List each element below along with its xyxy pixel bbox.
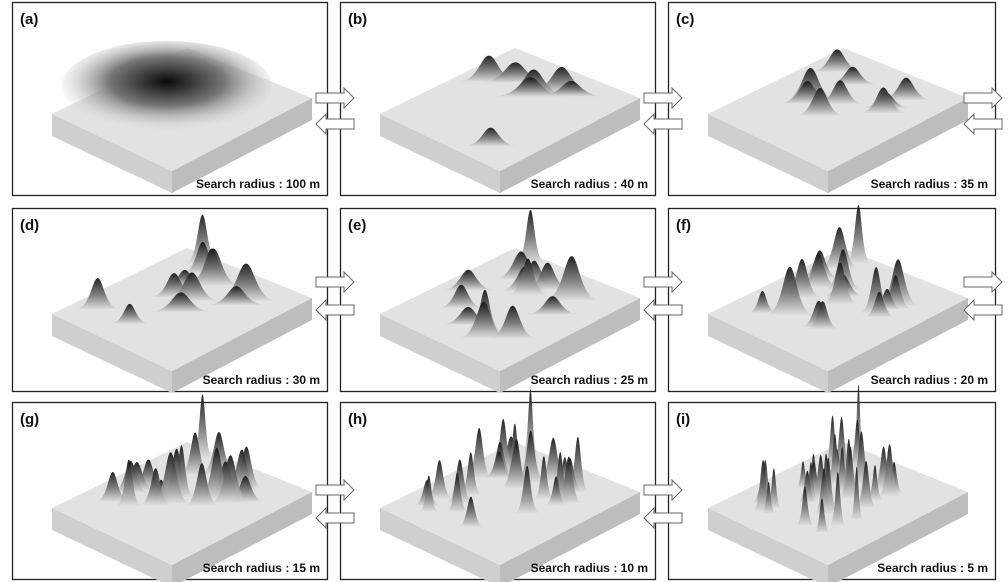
panel-label: (h) xyxy=(348,411,367,428)
panel-caption: Search radius : 20 m xyxy=(871,373,988,387)
panel: (h) Search radius : 10 m xyxy=(341,390,656,582)
panel-caption: Search radius : 100 m xyxy=(196,177,320,191)
figure: (a) Search radius : 100 m (b) Search radius… xyxy=(0,0,1008,582)
panel-label: (d) xyxy=(20,217,39,234)
panel-label: (i) xyxy=(676,411,690,428)
panel-caption: Search radius : 40 m xyxy=(531,177,648,191)
panel-caption: Search radius : 5 m xyxy=(877,561,988,575)
panel-label: (g) xyxy=(20,411,39,428)
panel-label: (f) xyxy=(676,217,691,234)
density-surface xyxy=(62,41,272,131)
panel-caption: Search radius : 30 m xyxy=(203,373,320,387)
panel: (e) Search radius : 25 m xyxy=(341,209,656,394)
panel: (g) Search radius : 15 m xyxy=(13,394,328,582)
panel-caption: Search radius : 25 m xyxy=(531,373,648,387)
panel: (d) Search radius : 30 m xyxy=(13,209,328,394)
panel-caption: Search radius : 15 m xyxy=(203,561,320,575)
panel-caption: Search radius : 10 m xyxy=(531,561,648,575)
panel: (c) Search radius : 35 m xyxy=(669,3,996,196)
panel-label: (e) xyxy=(348,217,366,234)
panel: (i) Search radius : 5 m xyxy=(669,385,996,582)
panel: (f) Search radius : 20 m xyxy=(669,205,996,393)
panel-caption: Search radius : 35 m xyxy=(871,177,988,191)
panel-label: (a) xyxy=(20,11,38,28)
panel: (b) Search radius : 40 m xyxy=(341,3,656,196)
panel-label: (b) xyxy=(348,11,367,28)
panel: (a) Search radius : 100 m xyxy=(13,3,328,196)
panel-label: (c) xyxy=(676,11,694,28)
